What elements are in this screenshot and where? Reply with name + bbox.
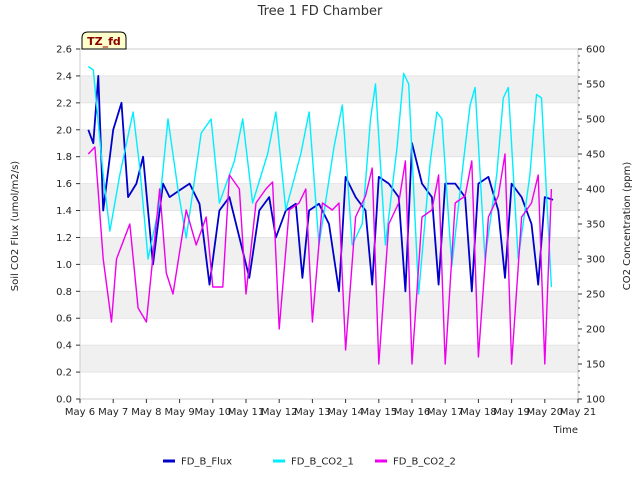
y-right-tick-label: 450 [586, 150, 605, 161]
x-tick-label: May 8 [131, 407, 161, 418]
grid-band [80, 291, 578, 319]
badge: TZ_fd [81, 31, 127, 50]
y-right-tick-label: 300 [586, 255, 605, 266]
y-left-tick-label: 0.0 [56, 395, 72, 406]
legend-label-FD_B_Flux: FD_B_Flux [181, 457, 232, 468]
y-left-tick-label: 2.0 [56, 125, 72, 136]
series-line-FD_B_CO2_2 [87, 146, 553, 365]
x-tick-label: May 6 [65, 407, 95, 418]
x-tick-label: May 21 [560, 407, 597, 418]
grid-band [80, 183, 578, 211]
y-left-tick-label: 2.2 [56, 98, 72, 109]
y-axis-left-title: Soil CO2 Flux (umol/m2/s) [10, 161, 21, 291]
x-tick-label: May 16 [394, 407, 431, 418]
x-tick-label: May 19 [493, 407, 530, 418]
y-left-tick-label: 1.6 [56, 179, 72, 190]
badge-label: TZ_fd [87, 35, 121, 48]
x-tick-label: May 12 [261, 407, 298, 418]
grid-band [80, 129, 578, 157]
x-tick-label: May 17 [427, 407, 464, 418]
y-right-tick-label: 600 [586, 45, 605, 56]
y-right-tick-label: 200 [586, 325, 605, 336]
x-tick-label: May 14 [327, 407, 364, 418]
grid-band [80, 75, 578, 103]
badge-box [81, 31, 127, 50]
y-right-tick-label: 550 [586, 80, 605, 91]
x-tick-label: May 9 [164, 407, 194, 418]
x-tick-label: May 10 [195, 407, 232, 418]
y-left-tick-label: 0.2 [56, 368, 72, 379]
y-left-tick-label: 0.6 [56, 314, 72, 325]
y-right-tick-label: 400 [586, 185, 605, 196]
grid-band [80, 237, 578, 265]
x-tick-label: May 15 [361, 407, 398, 418]
y-left-tick-label: 0.4 [56, 341, 72, 352]
y-axis-left: 0.0 0.2 0.4 0.6 0.8 1.0 1.2 1.4 1.6 1.8 2.0 2.2 2.4 2… [56, 45, 80, 406]
legend: FD_B_Flux FD_B_CO2_1 FD_B_CO2_2 [163, 457, 456, 468]
series-line-FD_B_CO2_1 [87, 65, 553, 295]
y-left-tick-label: 1.0 [56, 260, 72, 271]
y-left-tick-label: 2.6 [56, 45, 72, 56]
x-tick-label: May 11 [228, 407, 265, 418]
y-right-tick-label: 500 [586, 115, 605, 126]
x-tick-label: May 18 [460, 407, 497, 418]
y-left-tick-label: 1.8 [56, 152, 72, 163]
y-axis-right-title: CO2 Concentration (ppm) [622, 162, 633, 291]
y-left-tick-label: 0.8 [56, 287, 72, 298]
y-right-tick-label: 250 [586, 290, 605, 301]
x-tick-label: May 13 [294, 407, 331, 418]
y-left-tick-label: 1.2 [56, 233, 72, 244]
legend-label-FD_B_CO2_1: FD_B_CO2_1 [291, 457, 354, 468]
x-tick-label: May 7 [98, 407, 128, 418]
y-right-tick-label: 150 [586, 360, 605, 371]
y-axis-right: 100 150 200 250 300 350 400 450 500 550 600 [578, 45, 605, 406]
series-layer [87, 65, 554, 365]
x-axis-title: Time [553, 425, 578, 436]
legend-label-FD_B_CO2_2: FD_B_CO2_2 [393, 457, 456, 468]
grid-band [80, 345, 578, 373]
y-right-tick-label: 350 [586, 220, 605, 231]
y-left-tick-label: 1.4 [56, 206, 72, 217]
x-tick-label: May 20 [527, 407, 564, 418]
y-right-tick-label: 100 [586, 395, 605, 406]
chart-title: Tree 1 FD Chamber [257, 4, 383, 19]
y-left-tick-label: 2.4 [56, 71, 72, 82]
